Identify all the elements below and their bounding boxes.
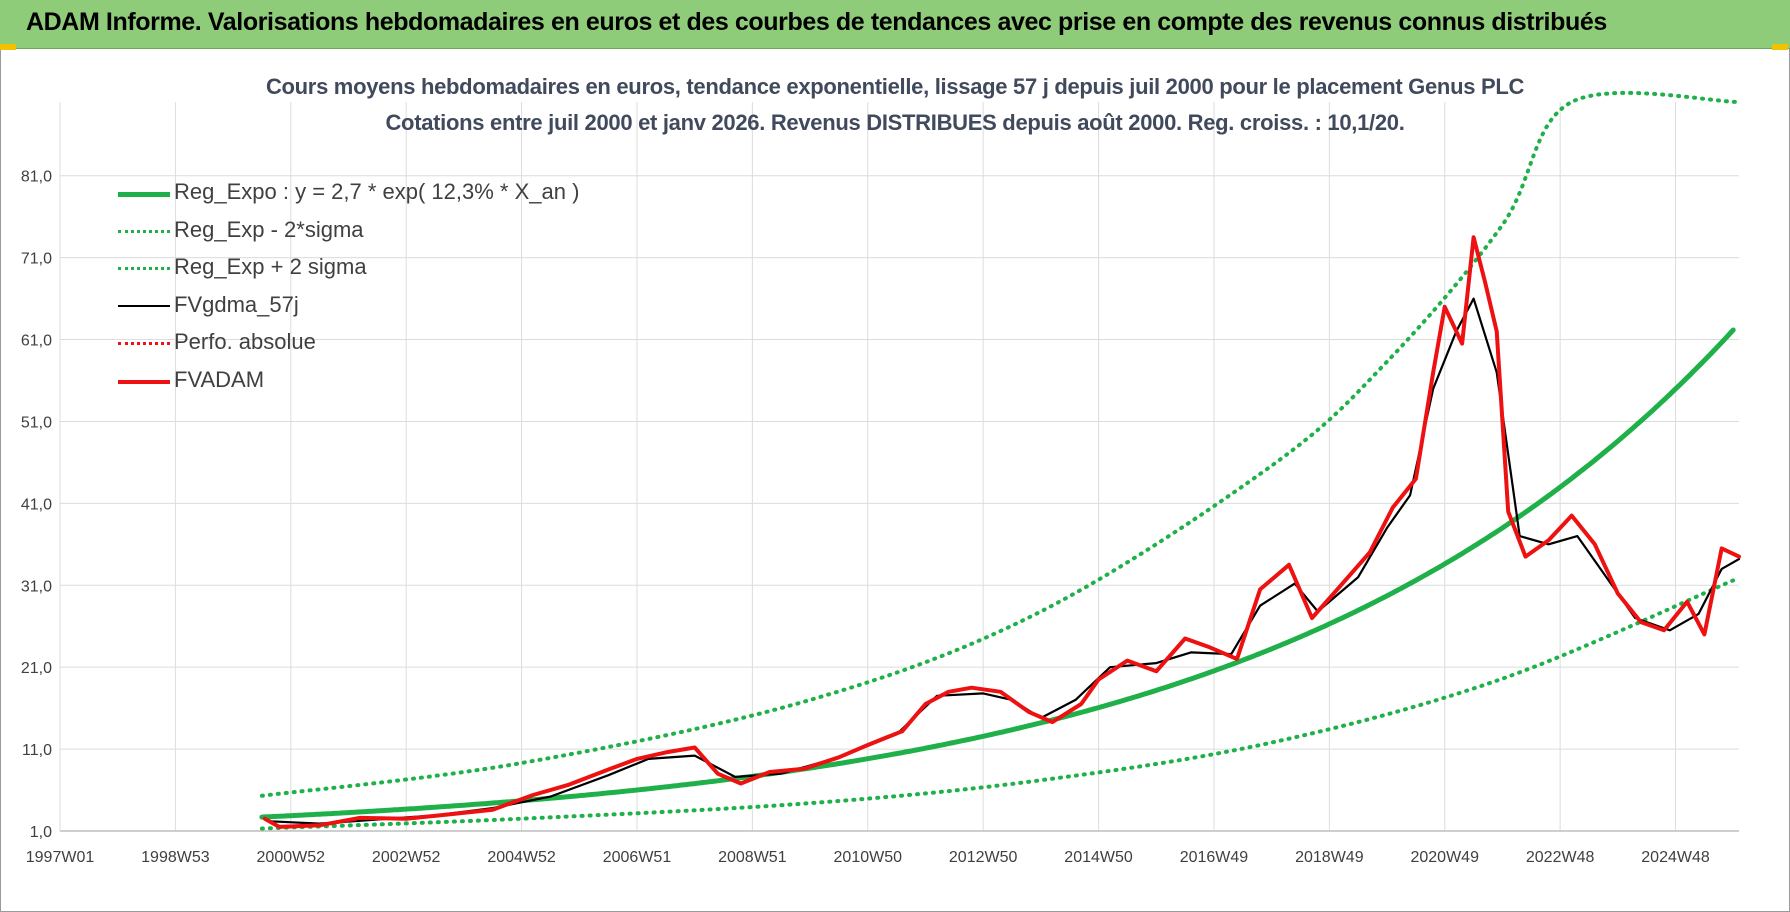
y-tick-label: 81,0 — [21, 169, 52, 186]
x-tick-label: 2020W49 — [1410, 849, 1479, 866]
series-line-3 — [266, 297, 1741, 825]
legend-swatch — [118, 379, 170, 384]
series-line-0 — [259, 327, 1736, 820]
legend-label: FVgdma_57j — [174, 291, 299, 317]
x-tick-label: 2016W49 — [1180, 849, 1249, 866]
series-line-2 — [259, 90, 1741, 798]
corner-marker-left — [0, 44, 16, 50]
chart-title: Cours moyens hebdomadaires en euros, ten… — [265, 74, 1525, 99]
series-line-1 — [259, 578, 1736, 831]
legend-label: Reg_Exp + 2 sigma — [174, 254, 367, 279]
chart-subtitle: Cotations entre juil 2000 et janv 2026. … — [385, 110, 1405, 135]
y-tick-label: 31,0 — [21, 578, 52, 595]
y-tick-label: 61,0 — [21, 333, 52, 350]
x-tick-label: 2014W50 — [1064, 849, 1133, 866]
y-tick-label: 21,0 — [21, 660, 52, 677]
legend-label: FVADAM — [174, 366, 265, 392]
y-tick-label: 71,0 — [21, 251, 52, 268]
x-tick-label: 2008W51 — [718, 849, 787, 866]
legend-label: Perfo. absolue — [174, 329, 316, 354]
legend-label: Reg_Exp - 2*sigma — [174, 216, 364, 242]
x-tick-label: 1997W01 — [26, 849, 95, 866]
y-tick-label: 41,0 — [21, 496, 52, 513]
y-tick-label: 51,0 — [21, 414, 52, 431]
series-line-5 — [262, 235, 1741, 829]
x-tick-label: 2004W52 — [487, 849, 556, 866]
x-tick-label: 2022W48 — [1526, 849, 1595, 866]
x-tick-label: 2002W52 — [372, 849, 441, 866]
report-header: ADAM Informe. Valorisations hebdomadaire… — [0, 0, 1790, 49]
legend-swatch — [118, 304, 170, 307]
report-title: ADAM Informe. Valorisations hebdomadaire… — [26, 8, 1607, 36]
x-tick-label: 2010W50 — [834, 849, 903, 866]
x-tick-label: 1998W53 — [141, 849, 210, 866]
y-tick-label: 1,0 — [30, 824, 52, 841]
x-tick-label: 2006W51 — [603, 849, 672, 866]
legend-swatch — [118, 267, 170, 270]
y-tick-label: 11,0 — [22, 742, 52, 759]
x-tick-label: 2018W49 — [1295, 849, 1364, 866]
legend-swatch — [118, 192, 170, 197]
x-tick-label: 2000W52 — [257, 849, 326, 866]
legend-label: Reg_Expo : y = 2,7 * exp( 12,3% * X_an ) — [174, 179, 580, 204]
legend-swatch — [118, 229, 170, 233]
legend-swatch — [118, 342, 170, 345]
x-tick-label: 2024W48 — [1641, 849, 1710, 866]
corner-marker-right — [1772, 44, 1788, 50]
x-tick-label: 2012W50 — [949, 849, 1018, 866]
